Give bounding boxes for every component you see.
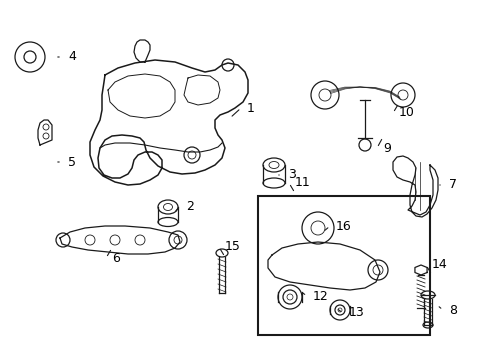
Text: 4: 4	[68, 50, 76, 63]
Text: 8: 8	[448, 303, 456, 316]
Text: 16: 16	[335, 220, 351, 233]
Text: 5: 5	[68, 156, 76, 168]
Text: 6: 6	[112, 252, 120, 265]
Text: 15: 15	[224, 240, 241, 253]
Text: 1: 1	[246, 102, 254, 114]
Text: 13: 13	[348, 306, 364, 320]
Text: 14: 14	[431, 258, 447, 271]
Text: 11: 11	[294, 176, 310, 189]
Text: 9: 9	[382, 141, 390, 154]
Bar	[258, 196, 429, 335]
Text: 2: 2	[185, 199, 193, 212]
Text: 12: 12	[312, 289, 328, 302]
Text: 3: 3	[287, 168, 295, 181]
Text: 7: 7	[448, 179, 456, 192]
Text: 10: 10	[398, 107, 414, 120]
